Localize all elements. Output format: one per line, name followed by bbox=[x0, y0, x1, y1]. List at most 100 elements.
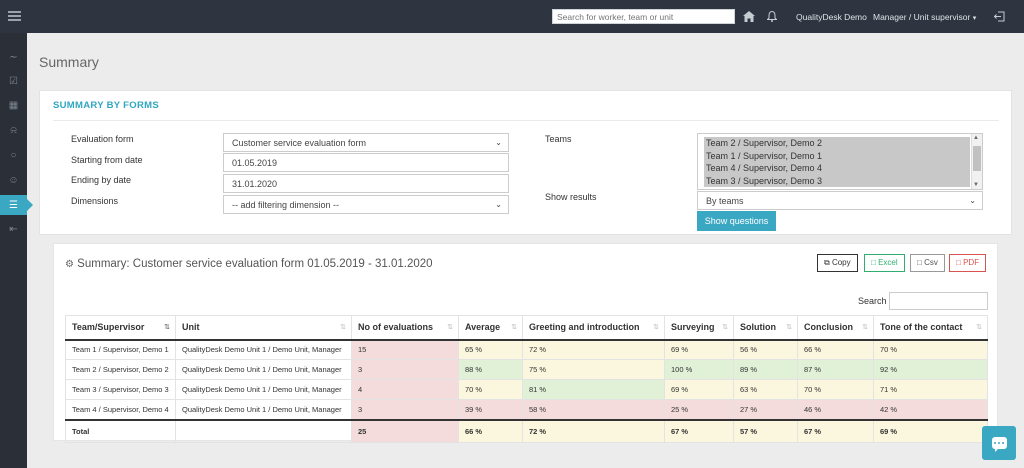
sidebar-item-logout[interactable]: ⇤ bbox=[0, 219, 27, 239]
chevron-down-icon: ⌄ bbox=[495, 138, 502, 147]
scroll-up-icon[interactable]: ▲ bbox=[973, 135, 979, 141]
cell-tone: 71 % bbox=[873, 379, 988, 400]
pdf-label: PDF bbox=[963, 258, 980, 267]
teams-scrollbar[interactable]: ▲ ▼ bbox=[971, 134, 982, 189]
column-header-label: Average bbox=[465, 322, 501, 333]
calendar-icon: ▦ bbox=[8, 99, 19, 111]
dimensions-select[interactable]: -- add filtering dimension -- ⌄ bbox=[223, 195, 509, 214]
table-row: Team 1 / Supervisor, Demo 1 QualityDesk … bbox=[65, 339, 988, 360]
cell-evaluations: 3 bbox=[351, 359, 459, 380]
column-header-surveying[interactable]: Surveying ⇅ bbox=[664, 315, 734, 341]
global-search-input[interactable] bbox=[552, 9, 735, 24]
sidebar-item-messages[interactable]: ○ bbox=[0, 145, 27, 165]
table-row: Team 4 / Supervisor, Demo 4 QualityDesk … bbox=[65, 399, 988, 420]
cell-solution: 56 % bbox=[733, 339, 798, 360]
org-name[interactable]: QualityDesk Demo bbox=[796, 12, 867, 22]
show-results-label: Show results bbox=[545, 192, 597, 202]
column-header-label: Greeting and introduction bbox=[529, 322, 640, 333]
evaluation-form-select[interactable]: Customer service evaluation form ⌄ bbox=[223, 133, 509, 152]
sort-icon: ⇅ bbox=[976, 324, 982, 331]
sidebar-item-calendar[interactable]: ▦ bbox=[0, 95, 27, 115]
cell-tone: 70 % bbox=[873, 339, 988, 360]
sort-icon: ⇅ bbox=[511, 324, 517, 331]
end-date-label: Ending by date bbox=[71, 175, 132, 185]
column-header-label: Team/Supervisor bbox=[72, 322, 145, 333]
sort-icon: ⇅ bbox=[164, 324, 170, 331]
cell-total-label: Total bbox=[65, 418, 176, 443]
team-option[interactable]: Team 4 / Supervisor, Demo 4 bbox=[704, 162, 970, 175]
chat-icon: ○ bbox=[10, 149, 17, 161]
scrollbar-thumb[interactable] bbox=[973, 146, 981, 171]
copy-icon: ⧉ bbox=[824, 258, 830, 267]
cell-solution: 27 % bbox=[733, 399, 798, 420]
logout-icon[interactable] bbox=[994, 11, 1005, 22]
table-search-input[interactable] bbox=[889, 292, 988, 310]
evaluation-form-label: Evaluation form bbox=[71, 134, 134, 144]
show-results-select[interactable]: By teams ⌄ bbox=[697, 191, 983, 210]
chat-button[interactable] bbox=[982, 426, 1016, 460]
excel-button[interactable]: □ Excel bbox=[864, 254, 905, 272]
cell-evaluations: 3 bbox=[351, 399, 459, 420]
team-option[interactable]: Team 3 / Supervisor, Demo 3 bbox=[704, 174, 970, 187]
show-questions-button[interactable]: Show questions bbox=[697, 211, 776, 231]
cell-surveying: 69 % bbox=[664, 339, 734, 360]
cell-greeting: 81 % bbox=[522, 379, 665, 400]
cell-conclusion: 70 % bbox=[797, 379, 874, 400]
summary-title-text: Summary: Customer service evaluation for… bbox=[77, 258, 433, 270]
cell-average: 39 % bbox=[458, 399, 523, 420]
sort-icon: ⇅ bbox=[653, 324, 659, 331]
bell-icon[interactable] bbox=[767, 11, 777, 22]
team-option[interactable]: Team 2 / Supervisor, Demo 2 bbox=[704, 137, 970, 150]
cell-total-unit bbox=[175, 418, 352, 443]
menu-icon[interactable] bbox=[8, 11, 21, 21]
teams-multiselect[interactable]: Team 2 / Supervisor, Demo 2 Team 1 / Sup… bbox=[697, 133, 983, 190]
cell-greeting: 72 % bbox=[522, 339, 665, 360]
cell-total-surveying: 67 % bbox=[664, 418, 734, 443]
show-results-value: By teams bbox=[706, 196, 744, 206]
user-role-label: Manager / Unit supervisor bbox=[873, 12, 971, 22]
sidebar-item-users[interactable]: ☺ bbox=[0, 170, 27, 190]
sort-icon: ⇅ bbox=[862, 324, 868, 331]
table-header-row: Team/Supervisor ⇅ Unit ⇅ No of evaluations… bbox=[65, 315, 988, 341]
chat-bubble-icon bbox=[991, 437, 1007, 452]
cell-team: Team 4 / Supervisor, Demo 4 bbox=[65, 399, 176, 420]
column-header-solution[interactable]: Solution ⇅ bbox=[733, 315, 798, 341]
sidebar-item-evaluations[interactable]: ☑ bbox=[0, 71, 27, 91]
team-option[interactable]: Team 1 / Supervisor, Demo 1 bbox=[704, 149, 970, 162]
cell-tone: 92 % bbox=[873, 359, 988, 380]
column-header-conclusion[interactable]: Conclusion ⇅ bbox=[797, 315, 874, 341]
column-header-unit[interactable]: Unit ⇅ bbox=[175, 315, 352, 341]
copy-button[interactable]: ⧉ Copy bbox=[817, 254, 858, 272]
cell-tone: 42 % bbox=[873, 399, 988, 420]
pdf-button[interactable]: □ PDF bbox=[949, 254, 987, 272]
user-role-menu[interactable]: Manager / Unit supervisor ▾ bbox=[873, 12, 976, 22]
end-date-input[interactable]: 31.01.2020 bbox=[223, 174, 509, 193]
column-header-tone[interactable]: Tone of the contact ⇅ bbox=[873, 315, 988, 341]
scroll-down-icon[interactable]: ▼ bbox=[973, 182, 979, 188]
csv-label: Csv bbox=[924, 258, 938, 267]
evaluation-form-value: Customer service evaluation form bbox=[232, 138, 367, 148]
cell-total-greeting: 72 % bbox=[522, 418, 665, 443]
user-icon: ☺ bbox=[8, 174, 19, 186]
sidebar-item-summary[interactable]: ☰ bbox=[0, 195, 33, 215]
cell-average: 65 % bbox=[458, 339, 523, 360]
column-header-label: Unit bbox=[182, 322, 200, 333]
table-row: Team 3 / Supervisor, Demo 3 QualityDesk … bbox=[65, 379, 988, 400]
summary-title: ⚙ Summary: Customer service evaluation f… bbox=[65, 258, 433, 270]
column-header-greeting[interactable]: Greeting and introduction ⇅ bbox=[522, 315, 665, 341]
cell-solution: 89 % bbox=[733, 359, 798, 380]
summary-results-card: ⚙ Summary: Customer service evaluation f… bbox=[53, 243, 998, 443]
section-divider bbox=[53, 120, 999, 121]
sidebar-item-support[interactable]: ⍾ bbox=[0, 120, 27, 140]
cell-total-conclusion: 67 % bbox=[797, 418, 874, 443]
cell-average: 88 % bbox=[458, 359, 523, 380]
summary-table: Team/Supervisor ⇅ Unit ⇅ No of evaluations… bbox=[65, 315, 988, 443]
column-header-evaluations[interactable]: No of evaluations ⇅ bbox=[351, 315, 459, 341]
home-icon[interactable] bbox=[743, 11, 755, 22]
csv-button[interactable]: □ Csv bbox=[910, 254, 945, 272]
start-date-input[interactable]: 01.05.2019 bbox=[223, 153, 509, 172]
pdf-file-icon: □ bbox=[956, 258, 961, 267]
column-header-team[interactable]: Team/Supervisor ⇅ bbox=[65, 315, 176, 341]
column-header-average[interactable]: Average ⇅ bbox=[458, 315, 523, 341]
sidebar-item-statistics[interactable]: ∼ bbox=[0, 47, 27, 67]
